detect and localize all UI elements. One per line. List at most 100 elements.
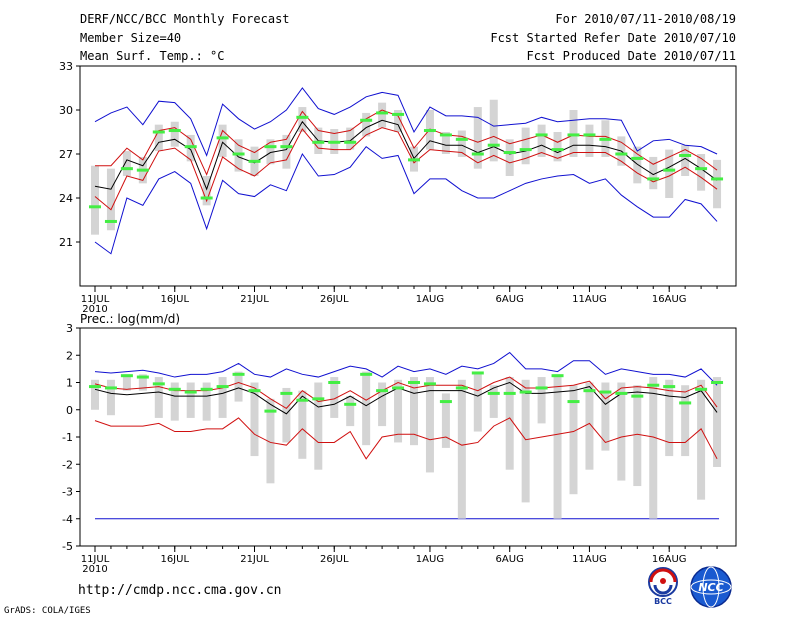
spread-box (298, 107, 307, 132)
climate-marker (631, 394, 644, 398)
spread-box (441, 393, 450, 448)
climate-marker (89, 385, 101, 389)
spread-box (218, 377, 227, 418)
x-tick-label: 6AUG (496, 554, 524, 565)
spread-box (473, 107, 482, 169)
climate-marker (408, 158, 420, 162)
y-tick-label: 30 (59, 104, 73, 117)
climate-marker (631, 156, 644, 160)
x-tick-label: 11JUL (81, 294, 110, 305)
climate-marker (392, 386, 405, 390)
climate-marker (663, 385, 676, 389)
x-tick-label: 11AUG (572, 554, 607, 565)
spread-box (649, 377, 658, 519)
spread-box (569, 385, 578, 495)
x-tick-label: 11JUL (81, 554, 110, 565)
spread-box (378, 102, 387, 128)
y-tick-label: 3 (66, 322, 73, 335)
grads-credit: GrADS: COLA/IGES (4, 606, 91, 616)
spread-box (521, 379, 530, 503)
climate-marker (567, 400, 580, 404)
ncc-logo: NCC (690, 566, 732, 608)
climate-marker (663, 168, 676, 172)
climate-marker (200, 196, 213, 200)
series-lower-spread (94, 127, 718, 211)
climate-marker (376, 111, 389, 115)
spread-box (681, 385, 690, 457)
climate-marker (535, 133, 548, 137)
series-min-envelope (94, 145, 718, 255)
spread-box (186, 382, 195, 418)
climate-marker (89, 205, 101, 209)
x-tick-label: 1AUG (416, 554, 444, 565)
climate-marker (439, 133, 452, 137)
spread-box (154, 124, 163, 152)
y-tick-label: 24 (59, 192, 73, 205)
spread-box (489, 99, 498, 162)
y-tick-label: -3 (62, 486, 73, 499)
climate-marker (392, 112, 405, 116)
spread-box (505, 377, 514, 470)
plot-frame (79, 65, 737, 287)
climate-marker (615, 391, 628, 395)
spread-box (91, 379, 99, 410)
spread-box (298, 390, 307, 459)
climate-marker (408, 381, 420, 384)
spread-box (218, 124, 227, 157)
climate-marker (120, 374, 133, 378)
climate-marker (136, 168, 149, 172)
climate-marker (711, 381, 724, 384)
spread-box (649, 156, 658, 190)
x-tick-label: 11AUG (572, 294, 607, 305)
climate-marker (248, 159, 261, 163)
climate-marker (200, 387, 213, 391)
climate-marker (104, 219, 117, 223)
spread-box (330, 377, 339, 418)
spread-box (378, 382, 387, 427)
spread-box (202, 176, 211, 206)
y-tick-label: 2 (66, 349, 73, 362)
y-tick-label: 27 (59, 148, 73, 161)
climate-marker (551, 148, 564, 152)
forecast-produced: Fcst Produced Date 2010/07/11 (526, 49, 736, 63)
spread-box (170, 121, 179, 147)
y-tick-label: -5 (62, 540, 73, 553)
x-tick-label: 16AUG (652, 294, 687, 305)
spread-box (282, 134, 291, 169)
climate-marker (264, 409, 277, 413)
spread-box (617, 382, 626, 481)
forecast-period: For 2010/07/11-2010/08/19 (555, 12, 736, 26)
x-tick-label: 1AUG (416, 294, 444, 305)
y-tick-label: 0 (66, 404, 73, 417)
x-tick-label: 21JUL (240, 294, 269, 305)
spread-box (314, 382, 323, 470)
climate-marker (487, 391, 500, 395)
climate-marker (551, 374, 564, 378)
spread-box (521, 127, 530, 165)
x-tick-label: 26JUL (320, 294, 349, 305)
climate-marker (152, 130, 165, 134)
spread-box (250, 382, 259, 457)
spread-box (553, 374, 562, 519)
spread-box (91, 165, 99, 235)
source-url[interactable]: http://cmdp.ncc.cma.gov.cn (78, 583, 282, 598)
climate-marker (344, 140, 357, 144)
spread-box (633, 146, 642, 184)
climate-marker (184, 390, 197, 394)
spread-box (122, 151, 131, 176)
spread-box (266, 398, 275, 484)
climate-marker (104, 386, 117, 390)
climate-marker (296, 115, 309, 119)
spread-box (266, 139, 275, 165)
climate-marker (232, 152, 245, 156)
spread-box (537, 124, 546, 157)
climate-marker (647, 383, 660, 387)
spread-box (362, 112, 371, 137)
climate-marker (471, 371, 484, 375)
climate-marker (519, 390, 532, 394)
climate-marker (615, 152, 628, 156)
x-tick-label: 16JUL (160, 554, 189, 565)
y-tick-label: 1 (66, 377, 73, 390)
